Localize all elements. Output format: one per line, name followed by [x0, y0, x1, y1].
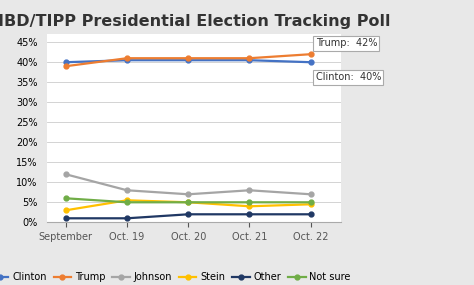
Clinton	[63, 60, 69, 64]
Trump	[63, 64, 69, 68]
Line: Stein: Stein	[64, 198, 313, 213]
Other	[246, 213, 252, 216]
Trump	[185, 56, 191, 60]
Not sure	[185, 201, 191, 204]
Not sure	[308, 201, 313, 204]
Johnson	[246, 189, 252, 192]
Johnson	[185, 193, 191, 196]
Stein	[124, 199, 130, 202]
Not sure	[124, 201, 130, 204]
Line: Not sure: Not sure	[64, 196, 313, 205]
Trump	[124, 56, 130, 60]
Other	[63, 217, 69, 220]
Line: Clinton: Clinton	[64, 58, 313, 65]
Title: IBD/TIPP Presidential Election Tracking Poll: IBD/TIPP Presidential Election Tracking …	[0, 14, 391, 29]
Stein	[308, 203, 313, 206]
Line: Other: Other	[64, 212, 313, 221]
Stein	[246, 205, 252, 208]
Not sure	[246, 201, 252, 204]
Line: Trump: Trump	[64, 52, 313, 69]
Clinton	[124, 58, 130, 62]
Stein	[63, 209, 69, 212]
Line: Johnson: Johnson	[64, 172, 313, 197]
Trump	[308, 52, 313, 56]
Johnson	[63, 172, 69, 176]
Other	[308, 213, 313, 216]
Other	[185, 213, 191, 216]
Clinton	[246, 58, 252, 62]
Not sure	[63, 197, 69, 200]
Stein	[185, 201, 191, 204]
Clinton	[185, 58, 191, 62]
Johnson	[308, 193, 313, 196]
Text: Clinton:  40%: Clinton: 40%	[316, 72, 381, 82]
Trump	[246, 56, 252, 60]
Text: Trump:  42%: Trump: 42%	[316, 38, 377, 48]
Clinton	[308, 60, 313, 64]
Legend: Clinton, Trump, Johnson, Stein, Other, Not sure: Clinton, Trump, Johnson, Stein, Other, N…	[0, 268, 355, 285]
Other	[124, 217, 130, 220]
Johnson	[124, 189, 130, 192]
